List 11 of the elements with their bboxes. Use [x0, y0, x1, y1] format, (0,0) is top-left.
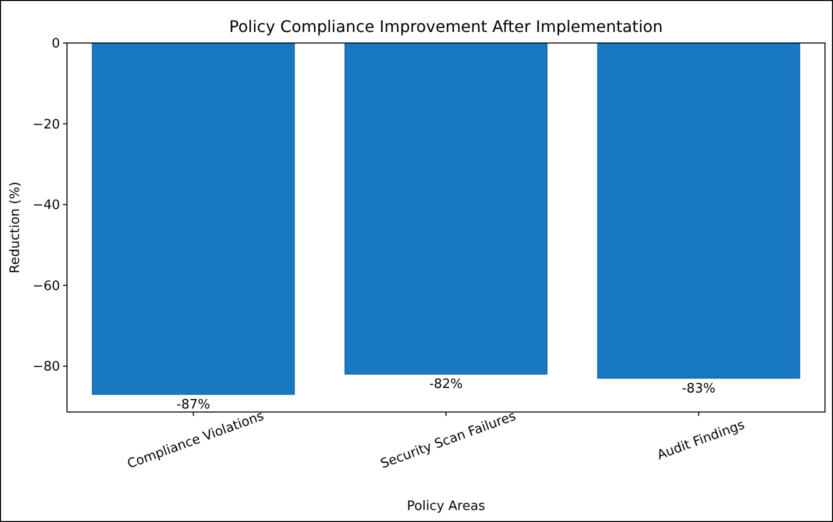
y-tick-label: −40	[32, 198, 60, 214]
y-tick-label: −20	[32, 117, 60, 132]
data-label: -83%	[682, 381, 716, 396]
chart-title: Policy Compliance Improvement After Implementation	[229, 17, 663, 36]
x-axis-title: Policy Areas	[406, 499, 486, 514]
y-tick-label: −80	[32, 360, 60, 375]
y-tick-label: 0	[52, 36, 60, 52]
y-tick-label: −60	[32, 278, 60, 294]
data-label: -82%	[429, 377, 463, 392]
y-axis-title: Reduction (%)	[8, 182, 23, 274]
data-label: -87%	[176, 397, 210, 412]
